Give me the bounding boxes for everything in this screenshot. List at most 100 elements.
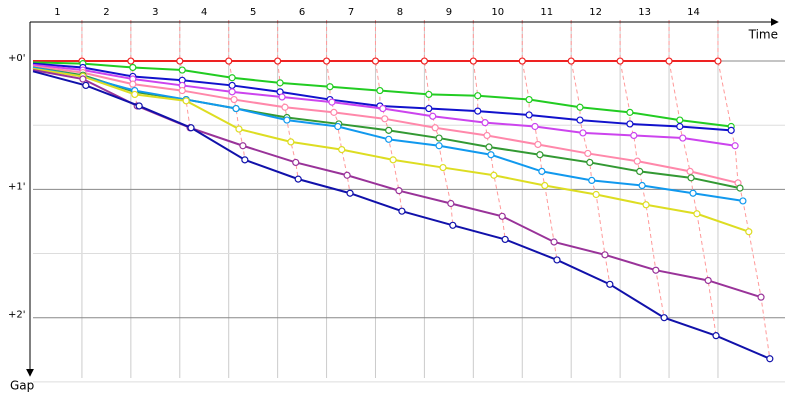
x-tick-label: 13 — [638, 7, 651, 18]
point — [630, 131, 638, 140]
point — [230, 95, 238, 104]
point — [553, 256, 561, 264]
point — [727, 126, 735, 134]
x-tick-label: 4 — [201, 7, 207, 18]
x-tick-label: 5 — [250, 7, 256, 18]
point — [474, 107, 482, 115]
point — [420, 57, 429, 65]
point — [338, 145, 346, 154]
point — [322, 57, 331, 65]
point — [326, 83, 334, 91]
point — [739, 197, 747, 205]
point — [435, 142, 443, 150]
point — [676, 116, 684, 124]
point — [276, 79, 284, 87]
point — [601, 251, 609, 259]
point — [129, 80, 137, 88]
point — [328, 98, 336, 106]
point — [228, 74, 236, 82]
x-tick-label: 12 — [589, 7, 602, 18]
lap-connector — [326, 20, 351, 194]
lap-connector — [179, 20, 192, 129]
point — [592, 190, 600, 199]
point — [745, 228, 753, 236]
point — [550, 238, 558, 246]
point — [576, 103, 584, 111]
point — [278, 93, 286, 101]
point — [235, 125, 243, 133]
x-tick-label: 10 — [491, 7, 504, 18]
point — [525, 95, 533, 104]
point — [626, 108, 634, 116]
point — [343, 171, 351, 179]
x-tick-label: 8 — [397, 7, 403, 18]
point — [294, 175, 302, 183]
point — [538, 167, 546, 176]
y-tick-label: +1' — [8, 181, 26, 192]
point — [485, 143, 493, 151]
point — [447, 199, 455, 208]
point — [371, 57, 380, 65]
point — [425, 104, 433, 113]
y-tick-label: +2' — [8, 310, 26, 321]
point — [187, 124, 195, 132]
point — [586, 158, 594, 167]
x-tick-label: 14 — [687, 7, 700, 18]
point — [474, 92, 482, 100]
point — [79, 75, 87, 83]
point — [431, 124, 439, 132]
point — [541, 181, 549, 190]
point — [498, 212, 506, 220]
lap-connector — [423, 20, 454, 226]
point — [178, 66, 186, 74]
point — [714, 57, 722, 65]
x-tick-label: 2 — [103, 7, 109, 18]
point — [704, 276, 712, 285]
lap-connector — [472, 20, 506, 240]
point — [679, 134, 687, 142]
point — [225, 57, 233, 65]
x-tick-label: 7 — [348, 7, 354, 18]
point — [652, 266, 660, 274]
point — [525, 111, 533, 119]
point — [660, 314, 668, 322]
point — [712, 332, 720, 340]
point — [376, 86, 384, 95]
point — [131, 90, 139, 99]
point — [736, 184, 744, 192]
point — [501, 235, 509, 244]
grid — [33, 20, 785, 383]
point — [239, 142, 247, 150]
y-tick-label: +0' — [8, 53, 26, 64]
point — [439, 163, 447, 172]
point — [642, 201, 650, 209]
x-tick-label: 6 — [299, 7, 305, 18]
point — [531, 122, 539, 131]
point — [731, 142, 739, 150]
point — [579, 129, 587, 137]
point — [429, 112, 437, 120]
point — [425, 90, 433, 99]
point — [127, 57, 135, 65]
point — [584, 149, 592, 158]
point — [487, 151, 495, 159]
point — [135, 102, 143, 110]
x-tick-label: 11 — [540, 7, 553, 18]
point — [606, 280, 614, 288]
point — [334, 122, 342, 131]
point — [665, 57, 673, 65]
point — [588, 176, 596, 184]
point — [398, 207, 406, 215]
point — [395, 187, 403, 195]
point — [490, 171, 498, 179]
point — [292, 158, 300, 167]
point — [82, 81, 90, 90]
point — [766, 355, 774, 363]
point — [483, 131, 491, 140]
point — [686, 167, 694, 176]
point — [228, 81, 236, 90]
x-axis-label: Time — [748, 28, 778, 42]
x-tick-label: 1 — [54, 7, 60, 18]
point — [576, 116, 584, 124]
